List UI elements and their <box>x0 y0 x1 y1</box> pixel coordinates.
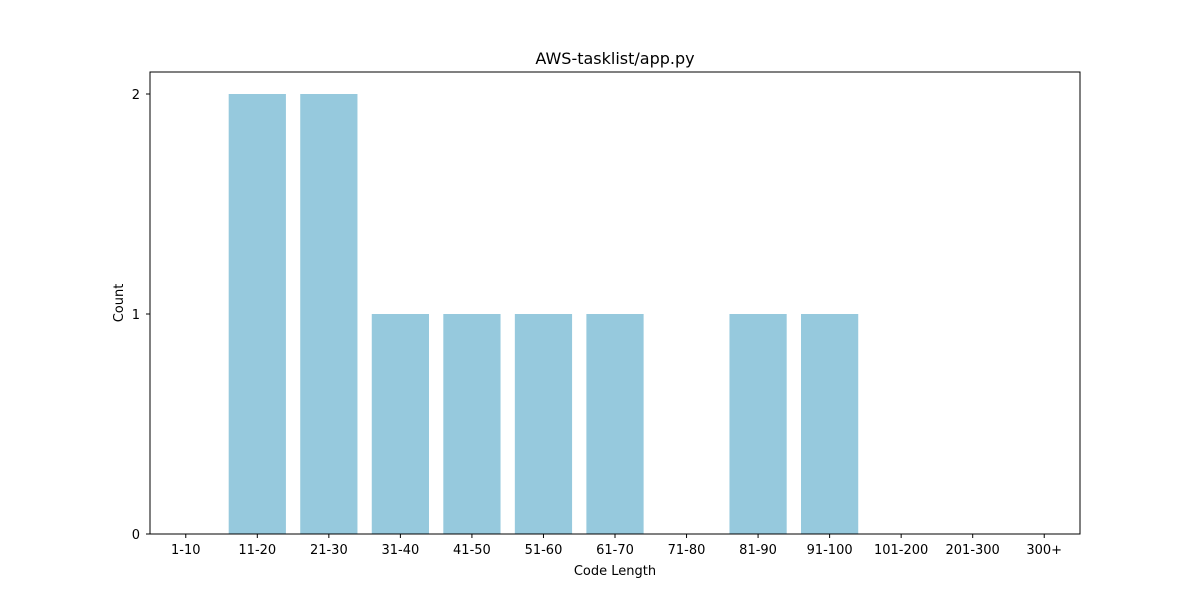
x-tick-label: 11-20 <box>238 543 276 558</box>
x-tick-label: 51-60 <box>525 543 563 558</box>
x-tick-label: 21-30 <box>310 543 348 558</box>
y-axis-label: Count <box>112 284 127 323</box>
x-tick-label: 101-200 <box>874 543 928 558</box>
bar-31-40 <box>371 314 429 534</box>
x-axis-label: Code Length <box>574 564 656 579</box>
y-axis-ticks: 0 1 2 <box>132 88 150 543</box>
x-tick-label: 81-90 <box>739 543 777 558</box>
bar-91-100 <box>801 314 859 534</box>
x-tick-label: 91-100 <box>807 543 853 558</box>
bar-51-60 <box>514 314 573 534</box>
bar-11-20 <box>228 94 286 534</box>
x-tick-label: 300+ <box>1026 543 1062 558</box>
bar-61-70 <box>586 314 644 534</box>
y-tick-label: 2 <box>132 88 140 103</box>
bar-81-90 <box>729 314 787 534</box>
x-tick-label: 31-40 <box>381 543 419 558</box>
bar-41-50 <box>443 314 501 534</box>
x-axis-ticks: 1-10 11-20 21-30 31-40 41-50 51-60 61-70 71-80 8… <box>171 534 1062 558</box>
x-tick-label: 71-80 <box>668 543 706 558</box>
x-tick-label: 1-10 <box>171 543 201 558</box>
x-tick-label: 61-70 <box>596 543 634 558</box>
bars <box>228 94 859 534</box>
y-tick-label: 0 <box>132 528 140 543</box>
y-tick-label: 1 <box>132 308 140 323</box>
x-tick-label: 201-300 <box>946 543 1000 558</box>
bar-21-30 <box>300 94 358 534</box>
x-tick-label: 41-50 <box>453 543 491 558</box>
chart-title: AWS-tasklist/app.py <box>535 49 694 68</box>
